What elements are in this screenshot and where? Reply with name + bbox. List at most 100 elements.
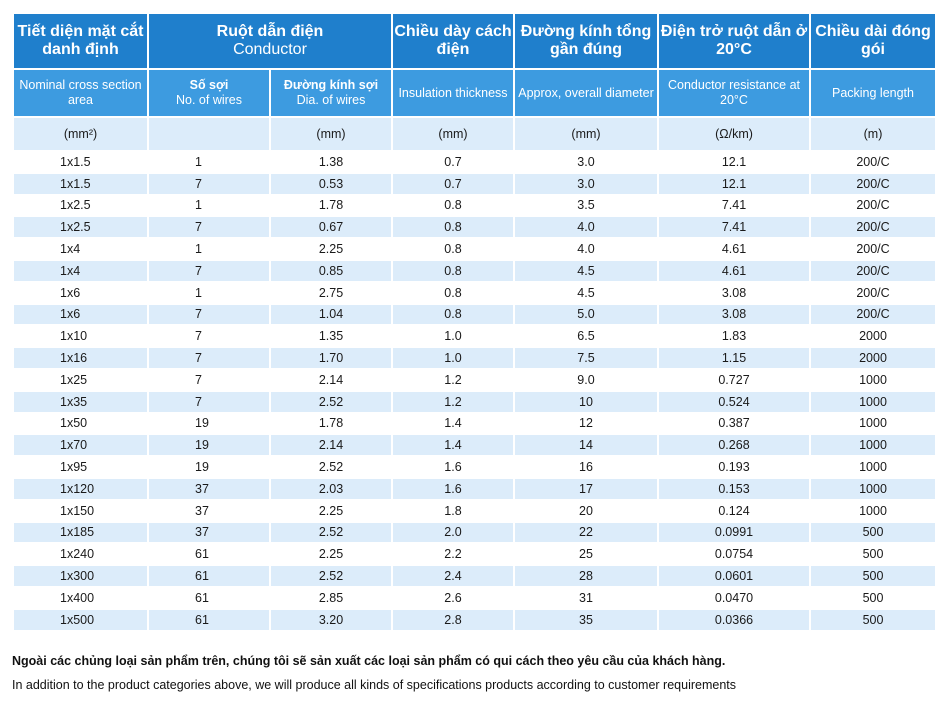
cell-insulation-thickness: 0.7 — [393, 152, 513, 172]
cell-wire-diameter: 2.14 — [271, 369, 391, 390]
cell-overall-diameter: 12 — [515, 413, 657, 434]
cell-cross-section: 1x2.5 — [14, 195, 147, 216]
cell-packing-length: 200/C — [811, 195, 935, 216]
cell-packing-length: 2000 — [811, 348, 935, 368]
cell-no-of-wires: 7 — [149, 348, 269, 368]
cell-packing-length: 200/C — [811, 282, 935, 303]
unit-wires — [149, 118, 269, 150]
cell-conductor-resistance: 7.41 — [659, 217, 809, 238]
header-conductor-vn: Ruột dẫn điện — [216, 23, 324, 40]
cell-packing-length: 1000 — [811, 369, 935, 390]
cell-packing-length: 500 — [811, 544, 935, 565]
cell-cross-section: 1x300 — [14, 566, 147, 586]
cell-conductor-resistance: 4.61 — [659, 260, 809, 281]
cell-cross-section: 1x4 — [14, 260, 147, 281]
cell-overall-diameter: 16 — [515, 457, 657, 477]
cell-overall-diameter: 4.5 — [515, 282, 657, 303]
cell-conductor-resistance: 0.0470 — [659, 587, 809, 608]
table-row: 1x50 19 1.78 1.4 12 0.387 1000 — [14, 413, 935, 434]
table-row: 1x120 37 2.03 1.6 17 0.153 1000 — [14, 478, 935, 499]
cell-packing-length: 500 — [811, 566, 935, 586]
table-row: 1x4 7 0.85 0.8 4.5 4.61 200/C — [14, 260, 935, 281]
cell-packing-length: 200/C — [811, 217, 935, 238]
unit-diameter: (mm) — [515, 118, 657, 150]
cell-overall-diameter: 22 — [515, 522, 657, 543]
cell-wire-diameter: 2.75 — [271, 282, 391, 303]
cell-overall-diameter: 17 — [515, 478, 657, 499]
cell-cross-section: 1x400 — [14, 587, 147, 608]
cell-conductor-resistance: 4.61 — [659, 239, 809, 259]
table-row: 1x6 1 2.75 0.8 4.5 3.08 200/C — [14, 282, 935, 303]
cell-insulation-thickness: 1.0 — [393, 348, 513, 368]
cell-conductor-resistance: 0.153 — [659, 478, 809, 499]
cell-no-of-wires: 7 — [149, 217, 269, 238]
cell-cross-section: 1x25 — [14, 369, 147, 390]
cell-wire-diameter: 0.85 — [271, 260, 391, 281]
cell-no-of-wires: 37 — [149, 522, 269, 543]
footer-note-vn: Ngoài các chủng loại sản phẩm trên, chún… — [12, 654, 726, 668]
cell-conductor-resistance: 1.15 — [659, 348, 809, 368]
table-row: 1x2.5 7 0.67 0.8 4.0 7.41 200/C — [14, 217, 935, 238]
cell-no-of-wires: 19 — [149, 413, 269, 434]
cell-cross-section: 1x16 — [14, 348, 147, 368]
cell-packing-length: 200/C — [811, 304, 935, 325]
cell-no-of-wires: 7 — [149, 260, 269, 281]
subheader-wire-dia-vn: Đường kính sợi — [283, 78, 379, 92]
cell-no-of-wires: 1 — [149, 282, 269, 303]
cell-insulation-thickness: 1.6 — [393, 457, 513, 477]
cell-cross-section: 1x185 — [14, 522, 147, 543]
cell-conductor-resistance: 0.0601 — [659, 566, 809, 586]
cell-packing-length: 500 — [811, 587, 935, 608]
unit-insulation: (mm) — [393, 118, 513, 150]
table-row: 1x150 37 2.25 1.8 20 0.124 1000 — [14, 500, 935, 521]
header-packing: Chiều dài đóng gói — [811, 14, 935, 68]
subheader-wire-dia-en: Dia. of wires — [296, 93, 366, 107]
subheader-wire-dia: Đường kính sợi Dia. of wires — [271, 70, 391, 116]
units-row: (mm²) (mm) (mm) (mm) (Ω/km) (m) — [14, 118, 935, 150]
cell-insulation-thickness: 0.8 — [393, 304, 513, 325]
cell-insulation-thickness: 2.8 — [393, 609, 513, 630]
cell-overall-diameter: 6.5 — [515, 326, 657, 347]
cell-wire-diameter: 2.85 — [271, 587, 391, 608]
cell-wire-diameter: 1.04 — [271, 304, 391, 325]
cell-no-of-wires: 7 — [149, 326, 269, 347]
cell-conductor-resistance: 12.1 — [659, 173, 809, 194]
cell-no-of-wires: 1 — [149, 195, 269, 216]
cell-insulation-thickness: 1.8 — [393, 500, 513, 521]
cell-insulation-thickness: 0.8 — [393, 195, 513, 216]
cable-spec-table: Tiết diện mặt cắt danh định Ruột dẫn điệ… — [12, 12, 937, 632]
cell-conductor-resistance: 7.41 — [659, 195, 809, 216]
cell-overall-diameter: 35 — [515, 609, 657, 630]
cell-insulation-thickness: 2.4 — [393, 566, 513, 586]
cell-no-of-wires: 61 — [149, 609, 269, 630]
header-conductor: Ruột dẫn điện Conductor — [149, 14, 391, 68]
cell-wire-diameter: 0.67 — [271, 217, 391, 238]
cell-insulation-thickness: 1.2 — [393, 369, 513, 390]
cell-packing-length: 1000 — [811, 457, 935, 477]
header-diameter: Đường kính tổng gần đúng — [515, 14, 657, 68]
cell-cross-section: 1x2.5 — [14, 217, 147, 238]
cell-no-of-wires: 19 — [149, 435, 269, 456]
subheader-cross-section: Nominal cross section area — [14, 70, 147, 116]
cell-overall-diameter: 31 — [515, 587, 657, 608]
table-row: 1x500 61 3.20 2.8 35 0.0366 500 — [14, 609, 935, 630]
cell-cross-section: 1x50 — [14, 413, 147, 434]
unit-cross-section: (mm²) — [14, 118, 147, 150]
cell-wire-diameter: 1.78 — [271, 413, 391, 434]
header-row: Tiết diện mặt cắt danh định Ruột dẫn điệ… — [14, 14, 935, 68]
cell-conductor-resistance: 1.83 — [659, 326, 809, 347]
cell-no-of-wires: 61 — [149, 587, 269, 608]
cell-cross-section: 1x10 — [14, 326, 147, 347]
cell-insulation-thickness: 1.0 — [393, 326, 513, 347]
cell-wire-diameter: 1.35 — [271, 326, 391, 347]
cell-insulation-thickness: 0.8 — [393, 239, 513, 259]
cell-wire-diameter: 2.25 — [271, 239, 391, 259]
cell-overall-diameter: 25 — [515, 544, 657, 565]
cell-no-of-wires: 37 — [149, 478, 269, 499]
cell-cross-section: 1x120 — [14, 478, 147, 499]
table-row: 1x1.5 7 0.53 0.7 3.0 12.1 200/C — [14, 173, 935, 194]
table-row: 1x70 19 2.14 1.4 14 0.268 1000 — [14, 435, 935, 456]
cell-conductor-resistance: 0.124 — [659, 500, 809, 521]
cell-no-of-wires: 61 — [149, 544, 269, 565]
cell-overall-diameter: 28 — [515, 566, 657, 586]
